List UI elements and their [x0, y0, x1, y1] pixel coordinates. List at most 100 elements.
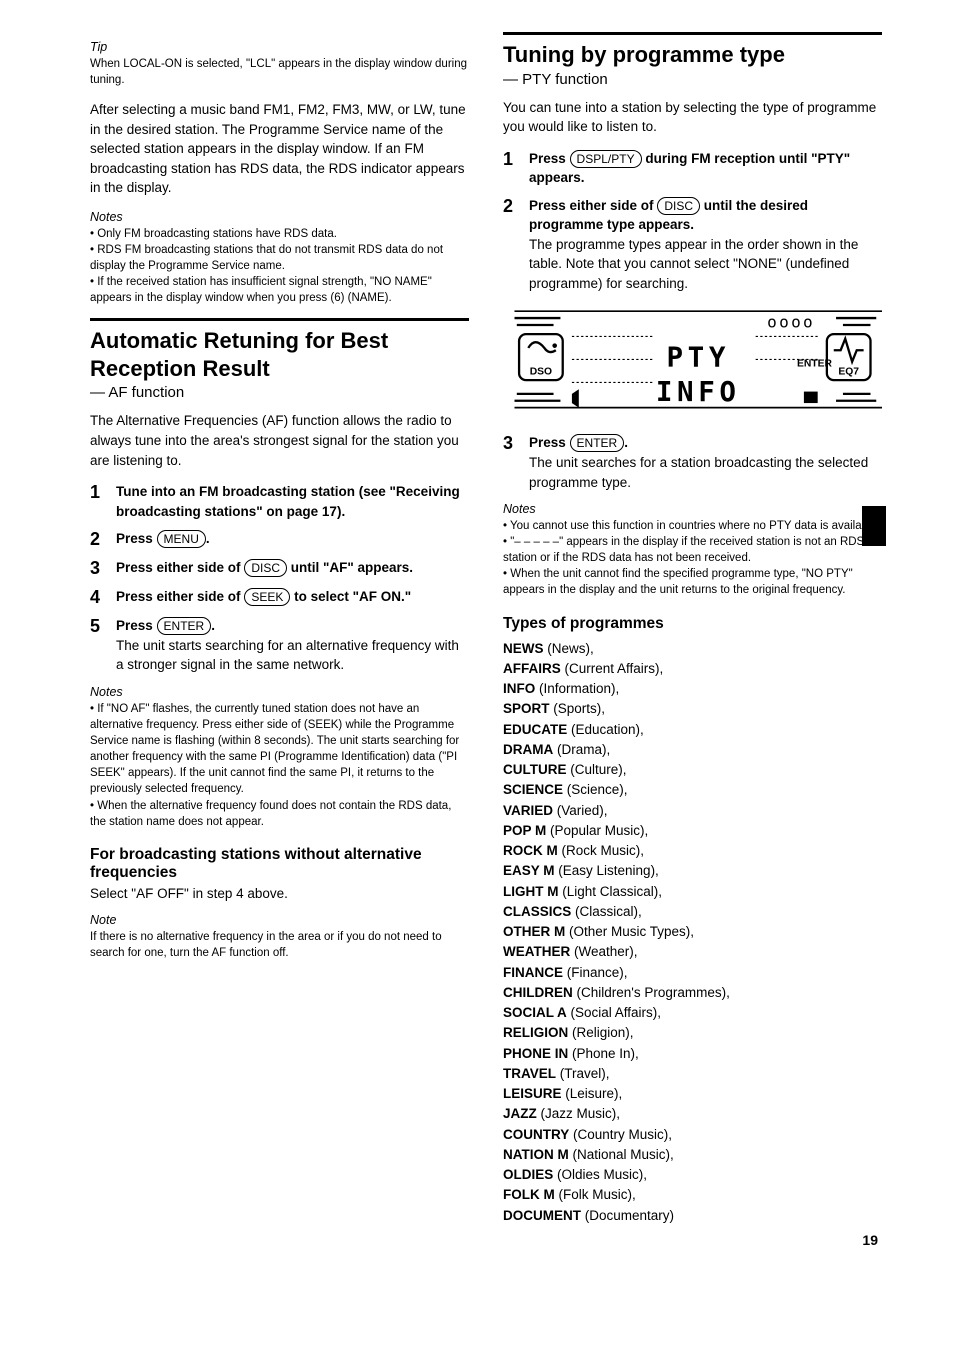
lcd-svg: DSO EQ7 oooo PTY INFO [503, 302, 882, 417]
step-text: Press either side of [529, 198, 657, 213]
step-number: 2 [503, 196, 529, 294]
programme-type-row: OLDIES (Oldies Music), [503, 1165, 882, 1185]
programme-type-code: TRAVEL [503, 1066, 556, 1081]
programme-type-desc: (Country Music), [569, 1127, 672, 1142]
page-number: 19 [862, 1232, 878, 1248]
programme-type-code: POP M [503, 823, 546, 838]
af-notes-body: • If "NO AF" flashes, the currently tune… [90, 701, 469, 830]
lcd-top-right: oooo [767, 312, 815, 331]
step-text-after: to select "AF ON." [290, 589, 411, 604]
notes-title-1: Notes [90, 210, 469, 224]
af-step-3: 3 Press either side of DISC until "AF" a… [90, 558, 469, 579]
step-text-after: . [206, 531, 210, 546]
programme-type-code: AFFAIRS [503, 661, 561, 676]
step-number: 1 [90, 482, 116, 521]
programme-type-desc: (Phone In), [568, 1046, 639, 1061]
programme-types-list: NEWS (News),AFFAIRS (Current Affairs),IN… [503, 639, 882, 1226]
programme-type-desc: (Culture), [567, 762, 627, 777]
step-number: 4 [90, 587, 116, 608]
programme-type-desc: (Weather), [570, 944, 637, 959]
lcd-display: DSO EQ7 oooo PTY INFO [503, 302, 882, 422]
programme-type-code: NATION M [503, 1147, 569, 1162]
programme-type-code: CHILDREN [503, 985, 573, 1000]
pty-notes-title: Notes [503, 502, 882, 516]
step-extra: The unit starts searching for an alterna… [116, 636, 469, 675]
programme-type-code: SOCIAL A [503, 1005, 567, 1020]
step-number: 2 [90, 529, 116, 550]
section-divider [503, 32, 882, 35]
programme-type-row: AFFAIRS (Current Affairs), [503, 659, 882, 679]
step-number: 3 [503, 433, 529, 492]
programme-type-desc: (Classical), [571, 904, 642, 919]
af-paragraph: The Alternative Frequencies (AF) functio… [90, 411, 469, 470]
programme-type-row: WEATHER (Weather), [503, 942, 882, 962]
tip-title: Tip [90, 40, 469, 54]
pty-step-2: 2 Press either side of DISC until the de… [503, 196, 882, 294]
programme-type-row: NEWS (News), [503, 639, 882, 659]
programme-type-desc: (Travel), [556, 1066, 610, 1081]
step-text: Press [529, 151, 570, 166]
programme-type-desc: (Leisure), [562, 1086, 623, 1101]
section-divider [90, 318, 469, 321]
programme-type-code: ROCK M [503, 843, 558, 858]
step-text-after: . [211, 618, 215, 633]
programme-type-code: PHONE IN [503, 1046, 568, 1061]
local-note-title: Note [90, 913, 469, 927]
programme-type-desc: (Rock Music), [558, 843, 644, 858]
pty-step-3: 3 Press ENTER. The unit searches for a s… [503, 433, 882, 492]
programme-type-code: OLDIES [503, 1167, 553, 1182]
programme-type-desc: (Finance), [563, 965, 628, 980]
step-text: Press [116, 531, 157, 546]
programme-type-code: FOLK M [503, 1187, 555, 1202]
programme-type-row: COUNTRY (Country Music), [503, 1125, 882, 1145]
step-text-after: . [624, 435, 628, 450]
lcd-enter: ENTER [797, 358, 833, 369]
step-number: 1 [503, 149, 529, 188]
local-heading: For broadcasting stations without altern… [90, 846, 469, 882]
programme-type-code: EASY M [503, 863, 555, 878]
programme-type-code: JAZZ [503, 1106, 537, 1121]
programme-type-desc: (Popular Music), [546, 823, 648, 838]
two-column-layout: Tip When LOCAL-ON is selected, "LCL" app… [90, 30, 882, 1226]
programme-type-desc: (Other Music Types), [565, 924, 694, 939]
programme-type-code: DRAMA [503, 742, 553, 757]
programme-type-row: NATION M (National Music), [503, 1145, 882, 1165]
programme-type-row: INFO (Information), [503, 679, 882, 699]
step-extra: The unit searches for a station broadcas… [529, 453, 882, 492]
programme-type-desc: (Documentary) [581, 1208, 674, 1223]
programme-type-row: PHONE IN (Phone In), [503, 1044, 882, 1064]
af-subtitle: — AF function [90, 384, 469, 401]
programme-type-desc: (Religion), [568, 1025, 633, 1040]
af-step-2: 2 Press MENU. [90, 529, 469, 550]
af-step-4: 4 Press either side of SEEK to select "A… [90, 587, 469, 608]
programme-type-row: DRAMA (Drama), [503, 740, 882, 760]
programme-type-row: SOCIAL A (Social Affairs), [503, 1003, 882, 1023]
step-number: 5 [90, 616, 116, 675]
programme-type-code: SCIENCE [503, 782, 563, 797]
programme-type-row: CHILDREN (Children's Programmes), [503, 983, 882, 1003]
local-note-body: If there is no alternative frequency in … [90, 929, 469, 961]
programme-type-desc: (Science), [563, 782, 628, 797]
right-column: Tuning by programme type — PTY function … [503, 30, 882, 1226]
programme-type-desc: (Jazz Music), [537, 1106, 620, 1121]
notes-body-1: • Only FM broadcasting stations have RDS… [90, 226, 469, 306]
eq7-label: EQ7 [838, 366, 859, 377]
programme-type-code: DOCUMENT [503, 1208, 581, 1223]
programme-type-row: FINANCE (Finance), [503, 963, 882, 983]
programme-type-row: VARIED (Varied), [503, 801, 882, 821]
programme-type-row: CLASSICS (Classical), [503, 902, 882, 922]
programme-type-row: RELIGION (Religion), [503, 1023, 882, 1043]
disc-button-pill: DISC [244, 559, 287, 577]
page: Tip When LOCAL-ON is selected, "LCL" app… [0, 0, 954, 1266]
lcd-line2: INFO [656, 375, 741, 407]
programme-type-row: LIGHT M (Light Classical), [503, 882, 882, 902]
step-text: Press [116, 618, 157, 633]
step-number: 3 [90, 558, 116, 579]
lcd-line1: PTY [666, 341, 730, 373]
programme-type-code: RELIGION [503, 1025, 568, 1040]
step-text: Press either side of [116, 560, 244, 575]
programme-type-row: JAZZ (Jazz Music), [503, 1104, 882, 1124]
step-text: Tune into an FM broadcasting station (se… [116, 484, 460, 519]
programme-type-code: VARIED [503, 803, 553, 818]
programme-type-desc: (Current Affairs), [561, 661, 664, 676]
